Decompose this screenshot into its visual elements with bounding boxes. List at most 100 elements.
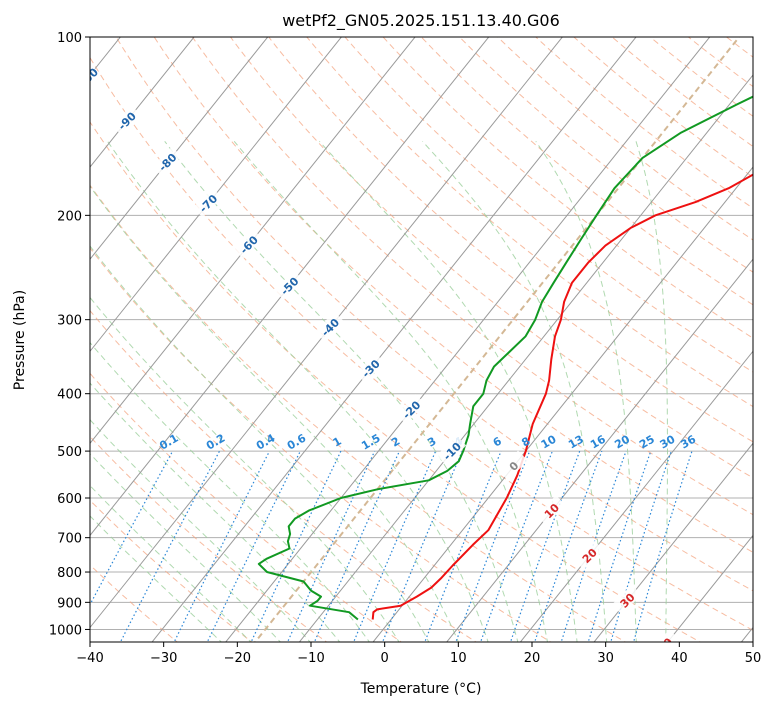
isotherm-label-bg xyxy=(192,187,223,218)
x-tick-label: −20 xyxy=(224,651,251,666)
dry-adiabat xyxy=(90,309,477,642)
isotherm xyxy=(593,442,753,642)
isotherm-label-bg xyxy=(233,229,264,259)
y-tick-label: 700 xyxy=(57,532,82,547)
isotherm-label: 40 xyxy=(656,635,676,655)
moist-adiabats xyxy=(90,140,668,642)
isotherm-label-bg xyxy=(314,311,345,342)
mixing-ratio-line xyxy=(381,450,463,642)
isotherm-label-bg xyxy=(436,435,467,466)
dry-adiabat xyxy=(90,564,179,642)
x-tick-label: 20 xyxy=(524,651,541,666)
moist-adiabat xyxy=(422,140,608,642)
isotherm-highlight xyxy=(253,37,741,642)
x-axis-title: Temperature (°C) xyxy=(360,681,482,697)
dry-adiabat xyxy=(153,37,753,553)
mixing-ratio-line xyxy=(560,450,627,642)
mixing-ratio-lines xyxy=(90,450,693,642)
y-tick-label: 600 xyxy=(57,492,82,507)
y-tick-label: 800 xyxy=(57,566,82,581)
y-tick-label: 300 xyxy=(57,314,82,329)
isotherm-label-bg xyxy=(273,270,304,301)
isotherm-label-bg xyxy=(573,540,604,570)
isotherm-label-bg xyxy=(536,495,566,525)
mixing-ratio-line xyxy=(90,450,174,606)
mixing-ratio-line xyxy=(587,450,652,642)
isotherm xyxy=(372,166,753,642)
mixing-ratio-line xyxy=(119,450,221,642)
isotherm xyxy=(90,37,490,537)
y-tick-label: 200 xyxy=(57,209,82,224)
mixing-ratio-line xyxy=(250,450,342,642)
moist-adiabat xyxy=(90,296,400,642)
dry-adiabat xyxy=(90,372,403,642)
y-tick-label: 400 xyxy=(57,388,82,403)
plot-frame xyxy=(89,36,754,643)
dry-adiabat xyxy=(382,37,753,339)
x-tick-label: 0 xyxy=(381,651,389,666)
mixing-ratio-line xyxy=(534,450,603,642)
dry-adiabat xyxy=(191,37,753,516)
isotherm xyxy=(667,534,753,642)
axes: −40 −30 −20 −10 0 10 20 30 40 50 1000 900 800 700 600 5… xyxy=(49,31,761,666)
isotherm xyxy=(90,37,343,353)
mixing-ratio-line xyxy=(480,450,553,642)
isotherm-label-bg xyxy=(111,105,142,136)
moist-adiabat xyxy=(164,140,519,642)
mixing-ratio-line xyxy=(632,450,693,642)
y-tick-label: 100 xyxy=(57,31,82,46)
chart-title: wetPf2_GN05.2025.151.13.40.G06 xyxy=(282,11,560,31)
isotherm xyxy=(225,37,711,642)
moist-adiabat xyxy=(90,382,341,642)
isotherm-label-bg xyxy=(611,584,642,615)
dry-adiabat xyxy=(90,247,552,642)
isotherm xyxy=(298,74,753,642)
x-tick-label: −40 xyxy=(76,651,103,666)
dry-adiabat xyxy=(90,56,753,631)
dry-adiabat xyxy=(229,37,753,479)
isotherm-label-bg xyxy=(395,394,426,424)
isotherm-label: -100 xyxy=(72,65,101,94)
mixing-ratio-line xyxy=(509,450,581,642)
mixing-ratio-line xyxy=(455,450,531,642)
dewpoint-profile xyxy=(257,95,753,621)
y-axis-title: Pressure (hPa) xyxy=(12,290,28,390)
moist-adiabat xyxy=(90,419,311,642)
y-tick-label: 1000 xyxy=(49,623,82,638)
moist-adiabat xyxy=(90,185,460,642)
isotherm-label-bg xyxy=(90,64,101,94)
isotherm xyxy=(90,37,416,445)
dry-adiabats xyxy=(90,37,753,642)
isotherm-label-bg xyxy=(649,629,680,642)
moist-adiabat xyxy=(535,141,637,642)
moist-adiabat xyxy=(90,245,430,642)
x-tick-label: 30 xyxy=(597,651,614,666)
x-tick-label: 10 xyxy=(450,651,467,666)
dry-adiabat xyxy=(90,435,328,642)
moist-adiabat xyxy=(233,140,549,642)
isotherm xyxy=(151,37,637,642)
plot-area: 0.10.20.40.611.52346810131620253036-100-… xyxy=(72,37,753,655)
dry-adiabat xyxy=(420,37,753,306)
isotherm-label-bg xyxy=(152,146,182,177)
x-tick-label: −10 xyxy=(297,651,324,666)
isotherm xyxy=(90,37,269,260)
dry-adiabat xyxy=(344,37,753,373)
x-tick-label: 50 xyxy=(745,651,762,666)
y-tick-label: 900 xyxy=(57,596,82,611)
x-tick-label: −30 xyxy=(150,651,177,666)
y-tick-label: 500 xyxy=(57,445,82,460)
moist-adiabat xyxy=(90,453,282,642)
isotherm-label-bg xyxy=(355,352,385,383)
dry-adiabat xyxy=(115,37,753,592)
isotherm xyxy=(446,258,753,642)
line-labels: 0.10.20.40.611.52346810131620253036-100-… xyxy=(72,64,698,655)
isotherm-label-bg xyxy=(498,450,528,481)
moist-adiabat xyxy=(107,141,489,642)
sounding-profiles xyxy=(257,95,753,621)
x-tick-label: 40 xyxy=(671,651,688,666)
temperature-profile xyxy=(371,173,753,620)
mixing-ratio-line xyxy=(424,450,502,642)
